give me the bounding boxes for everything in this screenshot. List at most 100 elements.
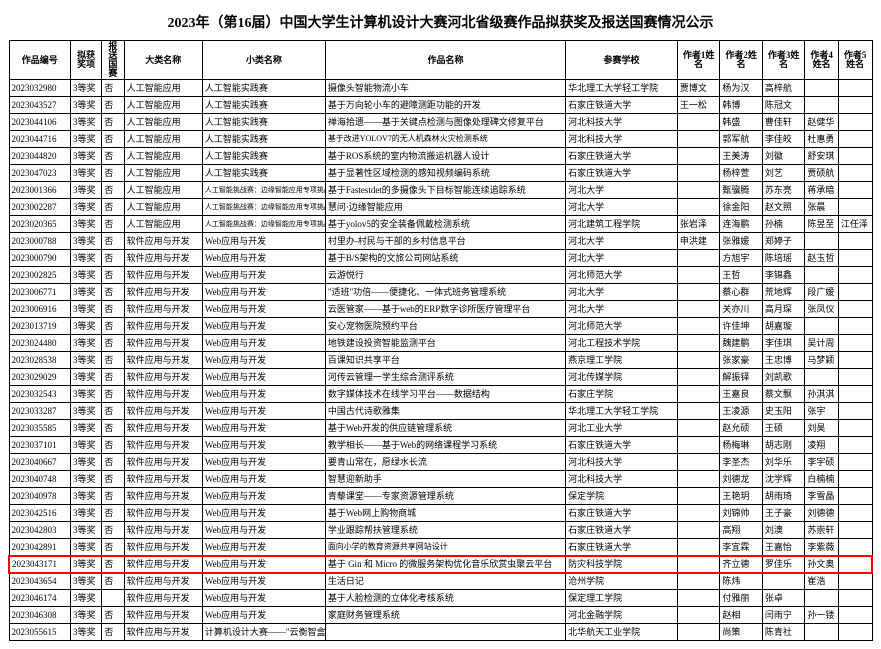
cell: 3等奖 (70, 454, 101, 471)
cell: 2023002825 (9, 267, 70, 284)
cell: 王子豪 (762, 505, 804, 522)
cell: Web应用与开发 (202, 488, 325, 505)
table-row: 20230137193等奖否软件应用与开发Web应用与开发安心宠物医院预约平台河… (9, 318, 872, 335)
cell: Web应用与开发 (202, 386, 325, 403)
table-row: 20230371013等奖否软件应用与开发Web应用与开发教学相长——基于Web… (9, 437, 872, 454)
cell: 张晨 (805, 199, 839, 216)
cell: 孙淇淇 (805, 386, 839, 403)
cell: 2023037101 (9, 437, 70, 454)
cell: 张卓 (762, 590, 804, 607)
cell: 3等奖 (70, 369, 101, 386)
cell (805, 233, 839, 250)
table-row: 20230325433等奖否软件应用与开发Web应用与开发数字媒体技术在线学习平… (9, 386, 872, 403)
cell: 李锦鑫 (762, 267, 804, 284)
cell: 河北科技大学 (566, 454, 678, 471)
cell: 2023000790 (9, 250, 70, 267)
cell: 齐立德 (720, 556, 762, 573)
cell: 刘华乐 (762, 454, 804, 471)
table-row: 20230007883等奖否软件应用与开发Web应用与开发村里办-村民与干部的乡… (9, 233, 872, 250)
cell: 河北师范大学 (566, 318, 678, 335)
cell (838, 556, 872, 573)
cell: 否 (102, 80, 124, 97)
cell: 2023043654 (9, 573, 70, 590)
cell: Web应用与开发 (202, 437, 325, 454)
col-header-id: 作品编号 (9, 41, 70, 80)
cell (838, 284, 872, 301)
cell (838, 590, 872, 607)
cell: 史玉阳 (762, 403, 804, 420)
cell: 徐金阳 (720, 199, 762, 216)
cell: 2023043171 (9, 556, 70, 573)
cell: Web应用与开发 (202, 522, 325, 539)
cell: 3等奖 (70, 437, 101, 454)
cell: 2023042516 (9, 505, 70, 522)
cell: 3等奖 (70, 471, 101, 488)
cell (677, 522, 719, 539)
cell: 人工智能应用 (124, 216, 202, 233)
cell: 付雅丽 (720, 590, 762, 607)
cell: 基于改进YOLOV7的无人机森林火灾检测系统 (325, 131, 565, 148)
cell: 贾博文 (677, 80, 719, 97)
cell: 赵允硕 (720, 420, 762, 437)
cell: 否 (102, 386, 124, 403)
cell: 3等奖 (70, 233, 101, 250)
cell: 2023043527 (9, 97, 70, 114)
cell: 软件应用与开发 (124, 607, 202, 624)
cell (805, 318, 839, 335)
cell: 赵文照 (762, 199, 804, 216)
cell: 河北工程技术学院 (566, 335, 678, 352)
cell: 禅海拾遗——基于关键点检测与图像处理碑文修复平台 (325, 114, 565, 131)
cell: 人工智能实践赛 (202, 97, 325, 114)
cell: 人工智能实践赛 (202, 80, 325, 97)
cell: 刘艺 (762, 165, 804, 182)
cell: 3等奖 (70, 590, 101, 607)
cell: 3等奖 (70, 335, 101, 352)
cell: 2023006916 (9, 301, 70, 318)
cell: 甄骥腾 (720, 182, 762, 199)
cell: 河北大学 (566, 199, 678, 216)
cell: 3等奖 (70, 573, 101, 590)
cell: 张家豪 (720, 352, 762, 369)
cell (677, 352, 719, 369)
cell: 2023042803 (9, 522, 70, 539)
cell: 否 (102, 267, 124, 284)
cell (677, 607, 719, 624)
cell: 沧州学院 (566, 573, 678, 590)
cell: 3等奖 (70, 607, 101, 624)
cell: 2023055615 (9, 624, 70, 641)
cell (805, 80, 839, 97)
cell: 赵玉哲 (805, 250, 839, 267)
cell: 郭军航 (720, 131, 762, 148)
cell (102, 590, 124, 607)
table-row: 20230329803等奖否人工智能应用人工智能实践赛摄像头智能物流小车华北理工… (9, 80, 872, 97)
cell: 陈炜 (720, 573, 762, 590)
cell: 张凤仪 (805, 301, 839, 318)
col-header-a2: 作者2姓名 (720, 41, 762, 80)
cell (677, 335, 719, 352)
cell: 王美涛 (720, 148, 762, 165)
cell: 石家庄铁道大学 (566, 97, 678, 114)
cell: Web应用与开发 (202, 607, 325, 624)
cell: 2023044820 (9, 148, 70, 165)
cell: 韩博 (720, 97, 762, 114)
table-row: 20230285383等奖否软件应用与开发Web应用与开发百课知识共享平台燕京理… (9, 352, 872, 369)
table-row: 20230332873等奖否软件应用与开发Web应用与开发中国古代诗歌雅集华北理… (9, 403, 872, 420)
cell: 基于Fastestdet的多摄像头下目标智能连续追踪系统 (325, 182, 565, 199)
cell: 3等奖 (70, 522, 101, 539)
cell: 3等奖 (70, 505, 101, 522)
cell: 蔡文飘 (762, 386, 804, 403)
cell: 2023040748 (9, 471, 70, 488)
cell: 软件应用与开发 (124, 454, 202, 471)
cell: 否 (102, 301, 124, 318)
cell: 杜惠勇 (805, 131, 839, 148)
cell: Web应用与开发 (202, 454, 325, 471)
cell: 凌翔 (805, 437, 839, 454)
cell: 否 (102, 488, 124, 505)
cell: 慧问·边缘智能应用 (325, 199, 565, 216)
cell: 罗佳乐 (762, 556, 804, 573)
cell: 张雅媛 (720, 233, 762, 250)
cell: 解振铎 (720, 369, 762, 386)
cell: 软件应用与开发 (124, 233, 202, 250)
cell: 2023042891 (9, 539, 70, 556)
cell: 闫雨宁 (762, 607, 804, 624)
